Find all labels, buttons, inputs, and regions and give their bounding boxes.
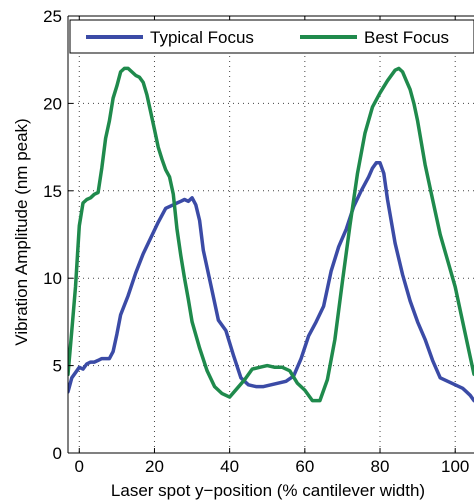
axes [67,15,474,454]
y-tick-label: 25 [43,7,62,26]
x-axis-label: Laser spot y−position (% cantilever widt… [111,481,425,500]
x-tick-label: 80 [371,457,390,476]
x-tick-label: 60 [295,457,314,476]
legend-label-typical-focus: Typical Focus [150,28,254,47]
y-tick-label: 5 [53,357,62,376]
legend-label-best-focus: Best Focus [364,28,449,47]
x-tick-label: 40 [220,457,239,476]
tick-labels: 0 20 40 60 80 100 0 5 10 15 20 25 [43,7,469,476]
legend: Typical Focus Best Focus [69,19,474,54]
x-tick-label: 0 [75,457,84,476]
y-axis-label: Vibration Amplitude (nm peak) [12,118,31,345]
series-line-best-focus [68,66,474,403]
series-line-typical-focus [68,161,474,403]
plot-background [68,16,474,453]
y-tick-label: 15 [43,182,62,201]
y-tick-label: 10 [43,269,62,288]
y-tick-label: 20 [43,94,62,113]
y-tick-label: 0 [53,444,62,463]
x-tick-label: 100 [441,457,469,476]
x-tick-label: 20 [145,457,164,476]
series-group [68,66,474,403]
